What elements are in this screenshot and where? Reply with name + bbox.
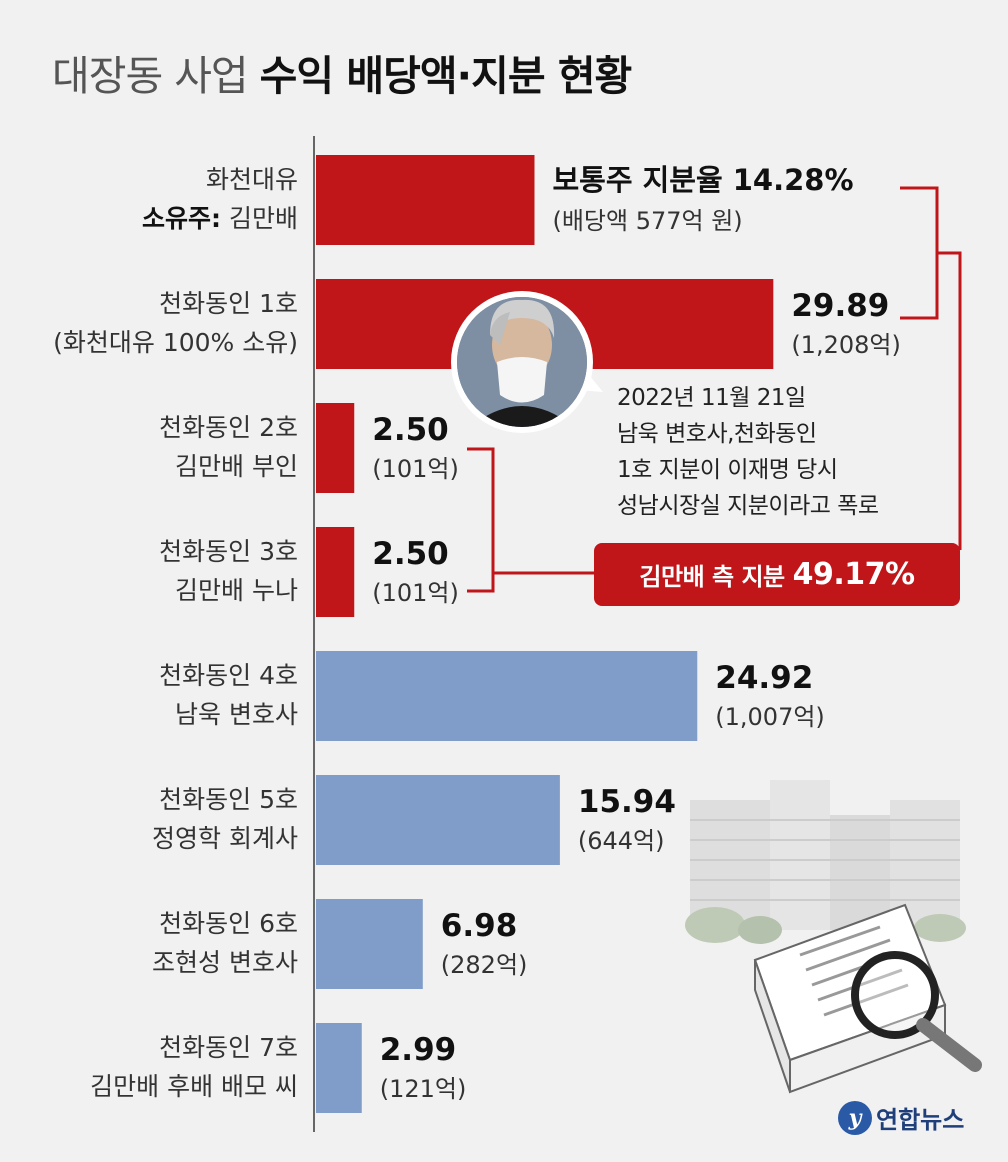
category-label-line2: 김만배 부인 [175,452,298,481]
amount-label: (1,208억) [791,331,901,359]
person-photo-icon [451,291,603,433]
apartment-buildings-icon [685,780,966,944]
category-label-line1: 천화동인 1호 [159,289,298,318]
amount-label: (배당액 577억 원) [552,207,742,235]
category-label-line1: 천화동인 4호 [159,661,298,690]
category-label-line2: 남욱 변호사 [175,700,298,729]
value-label: 6.98 [441,908,518,944]
title-bold: 수익 배당액·지분 현황 [259,52,633,100]
annotation-line: 2022년 11월 21일 [617,385,806,411]
category-label-line2: 정영학 회계사 [152,824,298,853]
category-label-line1: 화천대유 [206,165,298,194]
amount-label: (121억) [380,1075,467,1103]
category-label-line1: 천화동인 6호 [159,909,298,938]
annotation-line: 성남시장실 지분이라고 폭로 [617,493,879,519]
bar-1 [316,155,535,245]
logo-text: 연합뉴스 [876,1106,965,1134]
category-label-line1: 천화동인 7호 [159,1033,298,1062]
bar-8 [316,1023,362,1113]
category-label-text: (화천대유 100% 소유) [53,328,298,357]
category-label-line2: 소유주: 김만배 [142,204,298,233]
title-light: 대장동 사업 [52,52,260,100]
bar-4 [316,527,355,617]
value-label: 24.92 [715,660,813,696]
category-label-text: 김만배 후배 배모 씨 [90,1072,298,1101]
value-label: 2.50 [372,412,449,448]
amount-label: (101억) [372,455,459,483]
value-number: 14.28% [733,163,854,197]
kim-total-badge: 김만배 측 지분 49.17% [594,543,960,606]
logo-mark: y [838,1100,872,1135]
bar-6 [316,775,560,865]
annotation-text: 2022년 11월 21일 남욱 변호사,천화동인 1호 지분이 이재명 당시 … [617,380,879,524]
bracket-2-and-3 [467,447,495,593]
bracket-hwacheon-and-1 [900,186,939,320]
category-label-text: 남욱 변호사 [175,700,298,729]
owner-label: 소유주: [142,204,221,233]
value-label: 29.89 [791,288,889,324]
value-label: 2.99 [380,1032,457,1068]
yonhap-logo: y 연합뉴스 [838,1100,964,1135]
magnifier-icon [851,951,982,1072]
page-title: 대장동 사업 수익 배당액·지분 현황 [52,42,633,102]
value-caption: 보통주 지분율 [552,163,732,197]
document-stack-icon [753,903,947,1094]
value-label: 15.94 [578,784,676,820]
bar-5 [316,651,698,741]
category-label-line1: 천화동인 3호 [159,537,298,566]
amount-label: (282억) [441,951,528,979]
category-label-text: 김만배 누나 [175,576,298,605]
kim-total-value: 49.17% [792,557,915,592]
kim-total-label: 김만배 측 지분 [639,563,785,591]
value-label: 2.50 [372,536,449,572]
category-label-line2: 김만배 누나 [175,576,298,605]
category-label-line1: 천화동인 5호 [159,785,298,814]
amount-label: (644억) [578,827,665,855]
category-label-line1: 천화동인 2호 [159,413,298,442]
category-label-text: 김만배 부인 [175,452,298,481]
bar-7 [316,899,423,989]
annotation-line: 1호 지분이 이재명 당시 [617,457,838,483]
category-label-text: 조현성 변호사 [152,948,298,977]
category-label-line2: (화천대유 100% 소유) [53,328,298,357]
amount-label: (101억) [372,579,459,607]
category-label-text: 정영학 회계사 [152,824,298,853]
bar-3 [316,403,355,493]
bracket-connector-right [937,251,962,550]
category-label-line2: 김만배 후배 배모 씨 [90,1072,298,1101]
category-label-text: 김만배 [221,204,298,233]
category-label-line2: 조현성 변호사 [152,948,298,977]
amount-label: (1,007억) [715,703,825,731]
value-label: 보통주 지분율 14.28% [552,163,853,197]
annotation-line: 남욱 변호사,천화동인 [617,421,817,447]
